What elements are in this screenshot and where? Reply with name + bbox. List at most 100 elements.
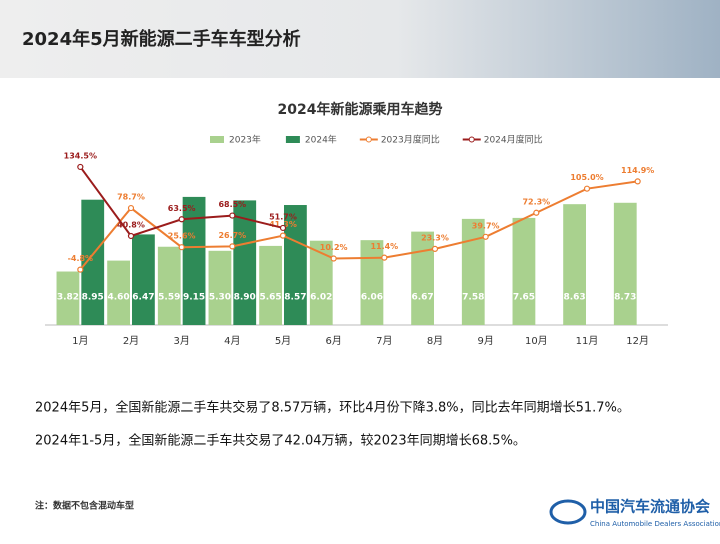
bar-label: 9.15	[183, 293, 205, 303]
bar	[107, 260, 130, 325]
bar-label: 6.06	[361, 293, 383, 303]
bar	[512, 217, 536, 325]
line-label: 26.7%	[218, 231, 246, 240]
x-tick-label: 7月	[376, 335, 392, 347]
legend-label: 2023年	[229, 134, 261, 146]
line-marker	[229, 212, 236, 219]
line-label: 68.5%	[218, 200, 246, 209]
bar-label: 8.57	[284, 293, 306, 303]
bar-label: 8.63	[563, 293, 585, 303]
line-marker	[330, 255, 337, 262]
paragraph: 2024年1-5月，全国新能源二手车共交易了42.04万辆，较2023年同期增长…	[35, 433, 526, 449]
line-label: 40.8%	[117, 220, 145, 229]
line-label: -4.8%	[68, 254, 94, 263]
line-label: 105.0%	[570, 173, 603, 182]
x-tick-label: 11月	[576, 335, 599, 347]
bar-label: 5.65	[259, 293, 281, 303]
header-band	[0, 0, 720, 78]
chart-title: 2024年新能源乘用车趋势	[278, 101, 443, 118]
bar	[132, 234, 155, 325]
bar	[208, 250, 232, 325]
logo-en: China Automobile Dealers Association	[590, 520, 720, 528]
line-label: 25.6%	[168, 232, 196, 241]
line-label: 72.3%	[522, 197, 550, 206]
line	[79, 180, 638, 271]
bar-label: 5.59	[158, 293, 180, 303]
bar	[81, 199, 105, 325]
bar-label: 8.73	[614, 293, 636, 303]
bar-label: 8.90	[234, 293, 256, 303]
line-label: 39.7%	[472, 221, 500, 230]
bar	[157, 246, 181, 325]
line-marker	[127, 204, 135, 212]
x-tick-label: 8月	[427, 335, 443, 347]
x-tick-label: 4月	[224, 335, 240, 347]
logo-cn: 中国汽车流通协会	[590, 498, 710, 516]
legend-label: 2024月度同比	[484, 134, 543, 146]
bar	[461, 218, 485, 325]
x-tick-label: 1月	[72, 335, 88, 347]
bar	[56, 271, 80, 325]
bar	[563, 204, 586, 325]
x-tick-label: 3月	[173, 335, 189, 347]
line-label: 11.4%	[370, 242, 398, 251]
line-marker	[178, 216, 185, 223]
legend-swatch	[468, 136, 475, 143]
line-label: 41.3%	[269, 220, 297, 229]
legend-swatch	[210, 136, 224, 143]
bar-label: 6.02	[310, 293, 332, 303]
line-label: 63.5%	[168, 204, 196, 213]
bar-label: 6.47	[132, 293, 154, 303]
bar-label: 5.30	[209, 293, 231, 303]
line-marker	[229, 243, 236, 250]
bar	[360, 240, 384, 325]
bar	[233, 200, 257, 325]
logo-icon	[549, 499, 587, 525]
paragraph: 2024年5月，全国新能源二手车共交易了8.57万辆，环比4月份下降3.8%，同…	[35, 400, 630, 416]
bar-label: 6.67	[411, 293, 433, 303]
legend-swatch	[285, 136, 300, 143]
line-label: 10.2%	[320, 243, 348, 252]
bar-label: 8.95	[82, 293, 104, 303]
line-marker	[533, 209, 540, 216]
line-marker	[127, 232, 135, 240]
legend-swatch	[365, 136, 372, 143]
x-tick-label: 12月	[626, 335, 649, 347]
line-marker	[178, 244, 185, 251]
bar-label: 7.65	[513, 293, 535, 303]
bar	[309, 240, 333, 325]
line-marker	[77, 266, 84, 273]
bar	[182, 196, 206, 325]
bar-label: 7.58	[462, 293, 484, 303]
bar-label: 3.82	[57, 293, 79, 303]
line-label: 114.9%	[621, 166, 654, 175]
legend-label: 2023月度同比	[381, 134, 440, 146]
line-label: 51.7%	[269, 212, 297, 221]
line-marker	[583, 185, 591, 192]
line-marker	[279, 224, 287, 232]
line-label: 78.7%	[117, 193, 145, 202]
x-tick-label: 9月	[477, 335, 493, 347]
line-marker	[634, 178, 641, 185]
line-marker	[431, 245, 439, 252]
x-tick-label: 6月	[325, 335, 341, 347]
legend-label: 2024年	[305, 134, 337, 146]
line-marker	[77, 163, 84, 171]
line-marker	[381, 254, 388, 261]
bar	[411, 231, 434, 325]
bar	[284, 205, 307, 325]
bar	[613, 202, 637, 325]
line-marker	[482, 233, 489, 240]
line-label: 134.5%	[64, 151, 97, 160]
bar-label: 4.60	[107, 293, 129, 303]
x-tick-label: 2月	[123, 335, 139, 347]
x-tick-label: 5月	[275, 335, 291, 347]
page-title: 2024年5月新能源二手车车型分析	[22, 28, 301, 50]
line-label: 23.3%	[421, 233, 449, 242]
line-marker	[279, 232, 287, 239]
bar	[259, 245, 282, 325]
note: 注：数据不包含混动车型	[35, 500, 134, 512]
x-tick-label: 10月	[525, 335, 548, 347]
